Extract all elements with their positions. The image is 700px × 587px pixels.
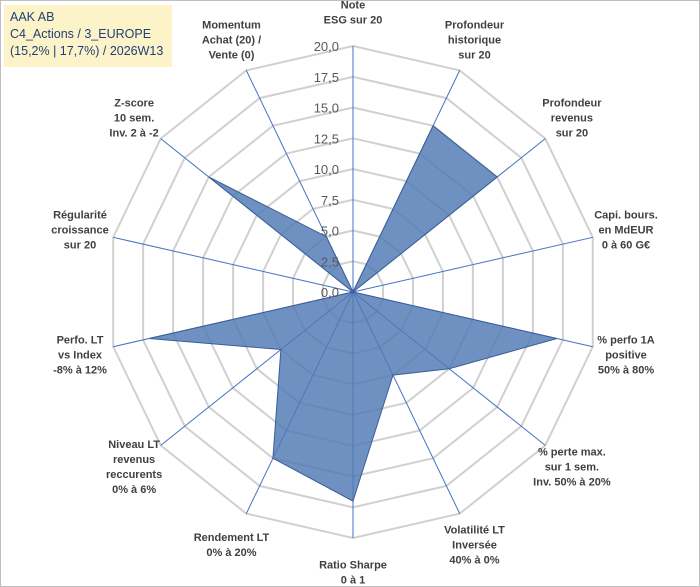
- axis-label: % perfo 1A positive 50% à 80%: [597, 334, 655, 376]
- axis-label: Profondeur historique sur 20: [445, 20, 505, 62]
- radar-axis-labels: Note ESG sur 20 Profondeur historique sur 20…: [51, 0, 658, 587]
- tick-label: 5,0: [321, 224, 339, 239]
- axis-label: Capi. bours. en MdEUR 0 à 60 G€: [594, 210, 658, 252]
- series-area: [148, 125, 558, 502]
- axis-label: Régularité croissance sur 20: [51, 210, 108, 252]
- tick-label: 7,5: [321, 193, 339, 208]
- axis-label: Note ESG sur 20: [324, 0, 383, 27]
- tick-label: 10,0: [314, 162, 339, 177]
- tick-label: 2,5: [321, 254, 339, 269]
- performance-week: (15,2% | 17,7%) / 2026W13: [10, 44, 164, 58]
- axis-label: Perfo. LT vs Index -8% à 12%: [53, 334, 107, 376]
- axis-label: % perte max. sur 1 sem. Inv. 50% à 20%: [533, 447, 611, 489]
- axis-label: Niveau LT revenus reccurents 0% à 6%: [106, 439, 162, 496]
- tick-label: 15,0: [314, 101, 339, 116]
- tick-label: 20,0: [314, 39, 339, 54]
- axis-label: Volatilité LT Inversée 40% à 0%: [444, 524, 505, 566]
- radar-tick-labels: 0,0 2,5 5,0 7,5 10,0 12,5 15,0 17,5 20,0: [314, 39, 339, 300]
- axis-label: Z-score 10 sem. Inv. 2 à -2: [109, 97, 158, 139]
- tick-label: 17,5: [314, 70, 339, 85]
- axis-label: Rendement LT 0% à 20%: [194, 532, 270, 559]
- axis-spoke: [113, 236, 354, 293]
- company-name: AAK AB: [10, 10, 55, 24]
- axis-label: Momentum Achat (20) / Vente (0): [202, 20, 261, 62]
- axis-label: Profondeur revenus sur 20: [542, 97, 602, 139]
- axis-spoke: [352, 236, 593, 293]
- info-box: AAK AB C4_Actions / 3_EUROPE (15,2% | 17…: [4, 5, 172, 67]
- tick-label: 0,0: [321, 285, 339, 300]
- radar-series: [148, 125, 558, 502]
- portfolio-category: C4_Actions / 3_EUROPE: [10, 27, 152, 41]
- tick-label: 12,5: [314, 131, 339, 146]
- axis-label: Ratio Sharpe 0 à 1: [319, 560, 387, 587]
